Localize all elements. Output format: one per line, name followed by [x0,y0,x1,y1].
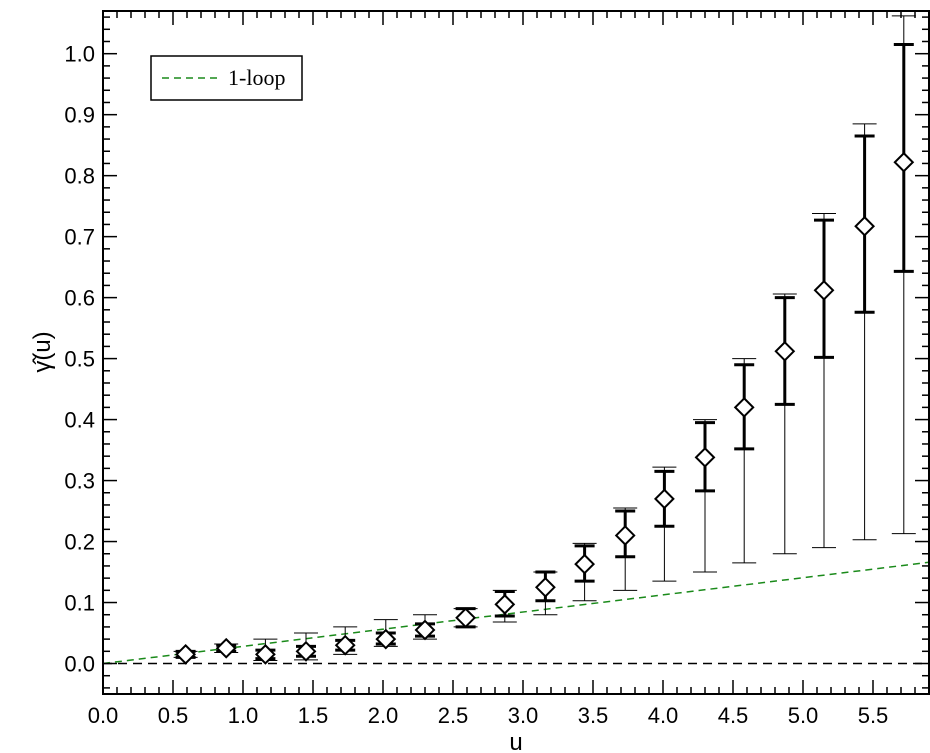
data-point-diamond [175,643,197,665]
y-tick-label: 0.5 [64,347,95,372]
data-point-diamond [653,488,675,510]
y-tick-label: 0.8 [64,164,95,189]
data-point-diamond [774,340,796,362]
y-tick-label: 0.0 [64,652,95,677]
y-axis-label: γ̂(u) [29,331,56,372]
data-point-diamond [414,619,436,641]
axis-ticks-group [102,11,930,694]
y-tick-label: 0.7 [64,225,95,250]
x-tick-label: 3.0 [508,703,539,728]
data-points-group [175,151,915,665]
y-tick-labels: 0.0 0.1 0.2 0.3 0.4 0.5 0.6 0.7 0.8 0.9 1.0 [64,42,95,677]
x-tick-label: 0.0 [88,703,119,728]
plot-frame [102,10,930,695]
data-point-diamond [295,640,317,662]
y-tick-label: 1.0 [64,42,95,67]
data-point-diamond [494,593,516,615]
x-tick-label: 2.0 [368,703,399,728]
data-point-diamond [254,643,276,665]
one-loop-line-group [102,561,930,665]
x-tick-label: 1.0 [228,703,259,728]
x-tick-labels: 0.0 0.5 1.0 1.5 2.0 2.5 3.0 3.5 4.0 4.5 5.0 5.5 [88,703,889,728]
data-point-diamond [733,396,755,418]
y-tick-label: 0.3 [64,469,95,494]
x-tick-label: 3.5 [578,703,609,728]
x-tick-label: 5.5 [858,703,889,728]
data-point-diamond [334,634,356,656]
y-tick-label: 0.9 [64,103,95,128]
data-point-diamond [813,279,835,301]
y-tick-label: 0.4 [64,408,95,433]
data-point-diamond [854,215,876,237]
x-tick-label: 2.5 [438,703,469,728]
x-tick-label: 1.5 [298,703,329,728]
x-tick-label: 0.5 [158,703,189,728]
data-point-diamond [455,607,477,629]
data-point-diamond [534,576,556,598]
data-point-diamond [614,525,636,546]
data-point-diamond [893,151,915,173]
data-point-diamond [574,553,596,575]
data-point-diamond [215,637,237,659]
x-axis-label: u [509,729,522,753]
legend: 1-loop [150,55,303,101]
one-loop-line [102,561,930,665]
y-tick-label: 0.1 [64,591,95,616]
y-tick-label: 0.2 [64,530,95,555]
legend-label-1-loop: 1-loop [228,65,285,90]
y-tick-label: 0.6 [64,286,95,311]
x-tick-label: 4.5 [718,703,749,728]
data-point-diamond [694,446,716,468]
x-tick-label: 5.0 [788,703,819,728]
x-tick-label: 4.0 [648,703,679,728]
data-point-diamond [375,628,397,650]
